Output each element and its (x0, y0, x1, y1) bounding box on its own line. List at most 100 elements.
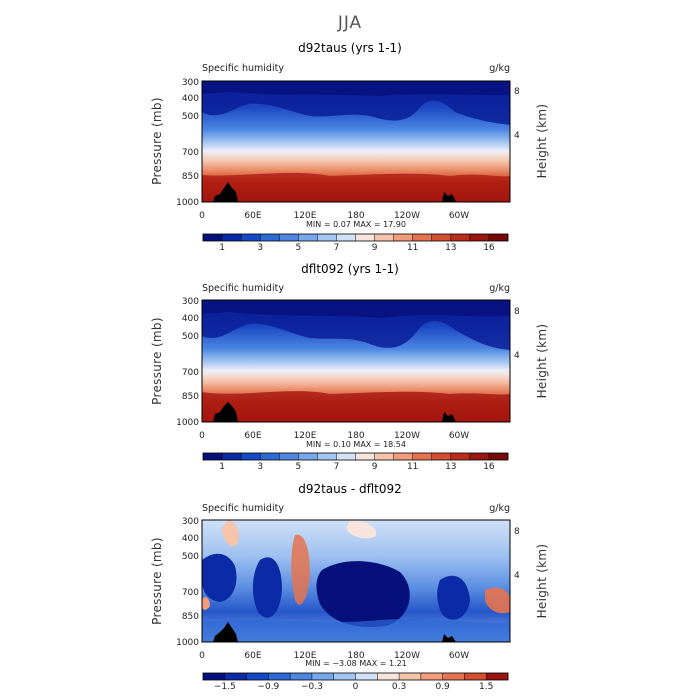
colorbar-swatch (290, 673, 313, 680)
x-tick: 60W (449, 651, 469, 661)
y-tick: 500 (182, 332, 199, 342)
colorbar-swatch (464, 673, 487, 680)
colorbar-label: 1 (219, 462, 225, 472)
colorbar-swatch (431, 453, 452, 460)
colorbar-swatch (298, 453, 318, 460)
colorbar-label: 3 (257, 243, 263, 253)
x-tick: 120E (294, 211, 317, 221)
colorbar-swatch (377, 673, 400, 680)
x-tick: 60E (244, 431, 261, 441)
humidity-field (201, 80, 511, 203)
min-max-label: MIN = 0.07 MAX = 17.90 (306, 220, 406, 229)
colorbar-swatch (279, 453, 299, 460)
variable-label: Specific humidity (202, 503, 284, 514)
colorbar-swatch (317, 234, 337, 241)
y-tick: 1000 (176, 638, 199, 648)
x-tick: 60E (244, 651, 261, 661)
colorbar-swatch (279, 234, 299, 241)
colorbar-swatch (311, 673, 335, 680)
y-tick: 400 (182, 94, 199, 104)
y-tick: 850 (182, 392, 199, 402)
colorbar-label: 5 (295, 243, 301, 253)
y-tick: 500 (182, 552, 199, 562)
y-tick: 1000 (176, 418, 199, 428)
colorbar-swatch (333, 673, 356, 680)
x-tick: 120W (394, 651, 420, 661)
colorbar-label: 7 (334, 462, 340, 472)
y-right-tick: 4 (514, 571, 520, 581)
x-tick: 180 (347, 431, 364, 441)
colorbar-swatch (222, 453, 242, 460)
colorbar-label: −0.3 (301, 682, 323, 692)
colorbar-swatch (260, 234, 280, 241)
x-tick: 60E (244, 211, 261, 221)
colorbar-swatch (336, 453, 356, 460)
y-axis-right-label: Height (km) (535, 104, 549, 179)
colorbar-label: 0.9 (435, 682, 450, 692)
colorbar-swatch (222, 234, 242, 241)
colorbar-swatch (442, 673, 465, 680)
panel-title: d92taus - dflt092 (298, 482, 402, 496)
x-tick: 180 (347, 651, 364, 661)
variable-label: Specific humidity (202, 283, 284, 294)
y-right-tick: 4 (514, 131, 520, 141)
y-tick: 700 (182, 148, 199, 158)
colorbar-label: 13 (445, 243, 456, 253)
colorbar-swatch (246, 673, 269, 680)
panel-2: dflt092 (yrs 1-1) Specific humidity g/kg… (150, 262, 549, 472)
colorbar-swatch (355, 673, 378, 680)
min-max-label: MIN = 0.10 MAX = 18.54 (306, 440, 406, 449)
x-tick: 60W (449, 431, 469, 441)
colorbar-label: 0 (353, 682, 359, 692)
y-tick: 700 (182, 368, 199, 378)
colorbar-swatch (241, 453, 261, 460)
colorbar-swatch (412, 234, 433, 241)
colorbar-swatch (374, 234, 394, 241)
x-tick: 180 (347, 211, 364, 221)
x-tick: 120E (294, 431, 317, 441)
colorbar-label: 13 (445, 462, 456, 472)
y-tick: 300 (182, 517, 199, 527)
x-tick: 0 (199, 651, 205, 661)
colorbar-swatch (420, 673, 443, 680)
colorbar-swatch (393, 234, 413, 241)
colorbar-swatch (224, 673, 247, 680)
y-axis-label: Pressure (mb) (150, 317, 164, 405)
colorbar-swatch (355, 453, 375, 460)
colorbar-swatch (374, 453, 394, 460)
colorbar-swatch (488, 453, 509, 460)
colorbar-label: 0.3 (392, 682, 406, 692)
colorbar-swatch (203, 453, 223, 460)
min-max-label: MIN = −3.08 MAX = 1.21 (305, 659, 407, 668)
colorbar-swatch (399, 673, 422, 680)
colorbar-swatch (393, 453, 413, 460)
colorbar-label: −1.5 (214, 682, 236, 692)
colorbar-label: 16 (483, 462, 495, 472)
units-label: g/kg (489, 63, 510, 74)
colorbar-swatch (260, 453, 280, 460)
panel-title: dflt092 (yrs 1-1) (301, 262, 399, 276)
figure-title: JJA (337, 13, 362, 33)
variable-label: Specific humidity (202, 63, 284, 74)
y-right-tick: 4 (514, 351, 520, 361)
colorbar: −1.5 −0.9 −0.3 0 0.3 0.9 1.5 (202, 672, 509, 692)
colorbar-label: 11 (407, 462, 418, 472)
colorbar-swatch (486, 673, 509, 680)
y-tick: 850 (182, 612, 199, 622)
y-tick: 400 (182, 534, 199, 544)
y-right-tick: 8 (514, 527, 520, 537)
y-tick: 400 (182, 314, 199, 324)
units-label: g/kg (489, 283, 510, 294)
x-tick: 120W (394, 431, 420, 441)
colorbar-swatch (203, 234, 223, 241)
colorbar-swatch (412, 453, 433, 460)
colorbar-label: 7 (334, 243, 340, 253)
colorbar-swatch (203, 673, 226, 680)
y-tick: 700 (182, 588, 199, 598)
colorbar-label: 16 (483, 243, 495, 253)
colorbar-label: 3 (257, 462, 263, 472)
colorbar-swatch (469, 453, 490, 460)
colorbar-swatch (450, 234, 471, 241)
humidity-field (201, 299, 511, 423)
